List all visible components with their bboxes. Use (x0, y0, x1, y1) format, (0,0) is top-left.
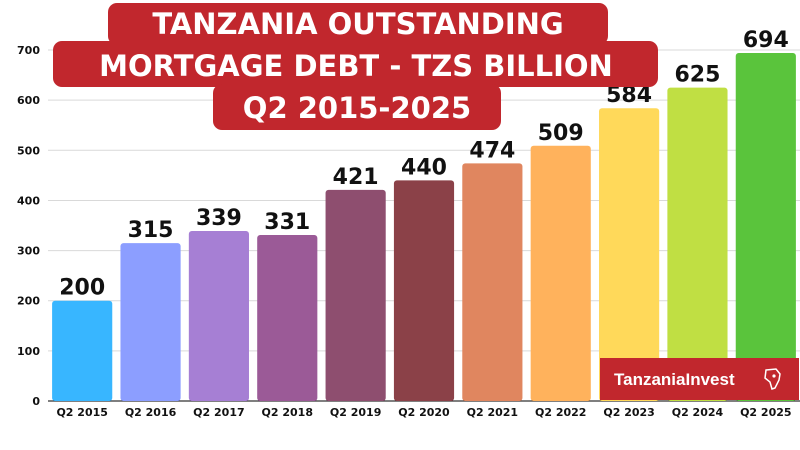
chart-title: TANZANIA OUTSTANDING MORTGAGE DEBT - TZS… (53, 3, 658, 130)
x-tick-label: Q2 2024 (672, 406, 724, 419)
x-axis-ticks: Q2 2015 Q2 2016 Q2 2017 Q2 2018 Q2 2019 Q2 20… (56, 406, 791, 419)
bar (667, 87, 728, 401)
y-tick-label: 500 (17, 144, 40, 157)
bar (325, 189, 386, 401)
bar (257, 235, 318, 401)
bar (120, 243, 181, 401)
y-tick-label: 200 (17, 295, 40, 308)
bar (188, 231, 249, 401)
x-tick-label: Q2 2016 (125, 406, 177, 419)
title-line-3: Q2 2015-2025 (243, 91, 471, 125)
bar (599, 108, 660, 401)
x-tick-label: Q2 2017 (193, 406, 244, 419)
x-tick-label: Q2 2021 (467, 406, 518, 419)
bar (735, 53, 796, 402)
bar (462, 163, 523, 401)
data-label: 315 (128, 218, 174, 243)
logo-text: TanzaniaInvest (614, 370, 735, 389)
bar (52, 300, 113, 401)
title-banner-line-2 (53, 41, 658, 87)
y-axis-ticks: 0 100 200 300 400 500 600 700 (17, 44, 40, 408)
data-label: 509 (538, 121, 584, 146)
bars (52, 53, 796, 402)
data-label: 200 (59, 276, 105, 301)
data-labels: 200 315 339 331 421 440 474 509 584 625 694 (59, 28, 789, 301)
title-line-1: TANZANIA OUTSTANDING (152, 7, 563, 41)
x-tick-label: Q2 2020 (398, 406, 450, 419)
africa-map-icon (764, 368, 781, 390)
data-label: 339 (196, 206, 242, 231)
data-label: 625 (674, 63, 720, 88)
y-tick-label: 700 (17, 44, 40, 57)
data-label: 694 (743, 28, 789, 53)
x-tick-label: Q2 2018 (262, 406, 313, 419)
tanzaniainvest-logo: TanzaniaInvest (600, 358, 799, 400)
data-label: 474 (469, 138, 515, 163)
bar (530, 145, 591, 401)
bar (393, 180, 455, 401)
x-tick-label: Q2 2023 (603, 406, 654, 419)
title-line-2: MORTGAGE DEBT - TZS BILLION (99, 49, 613, 83)
y-tick-label: 400 (17, 194, 40, 207)
x-tick-label: Q2 2022 (535, 406, 586, 419)
y-tick-label: 300 (17, 245, 40, 258)
x-tick-label: Q2 2019 (330, 406, 381, 419)
y-tick-label: 100 (17, 345, 40, 358)
x-tick-label: Q2 2015 (56, 406, 107, 419)
x-tick-label: Q2 2025 (740, 406, 791, 419)
y-tick-label: 600 (17, 94, 40, 107)
data-label: 421 (333, 165, 379, 190)
title-banner-line-1 (108, 3, 608, 45)
data-label: 440 (401, 155, 447, 180)
data-label: 584 (606, 83, 652, 108)
data-label: 331 (264, 210, 310, 235)
title-banner-line-3 (213, 84, 501, 130)
y-tick-label: 0 (32, 395, 40, 408)
